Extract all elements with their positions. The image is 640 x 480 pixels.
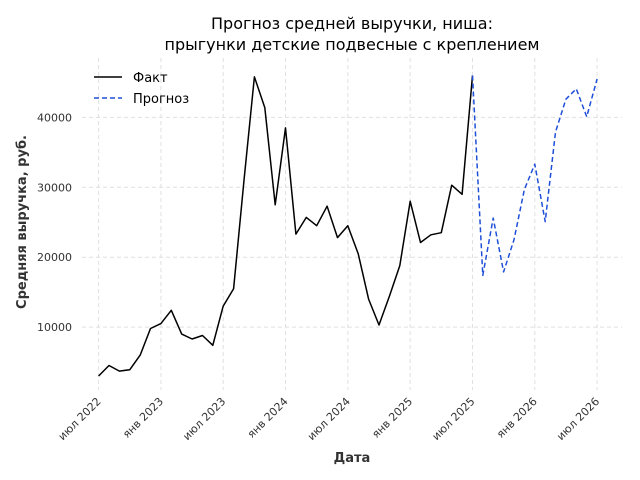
series-lines [98, 75, 598, 377]
chart-title-line-2: прыгунки детские подвесные с креплением [164, 35, 539, 54]
y-tick-label: 30000 [37, 181, 72, 194]
y-tick-label: 40000 [37, 111, 72, 124]
series-line-forecast [471, 75, 598, 277]
x-tick-label: янв 2026 [494, 395, 540, 441]
x-axis-label: Дата [334, 451, 371, 466]
x-tick-label: июл 2023 [180, 395, 228, 443]
y-axis-ticks: 10000 20000 30000 40000 [37, 111, 72, 334]
x-tick-label: янв 2025 [369, 395, 415, 441]
y-tick-label: 10000 [37, 321, 72, 334]
series-line-fact [98, 75, 474, 377]
x-tick-label: июл 2025 [430, 395, 478, 443]
x-tick-label: июл 2026 [554, 395, 602, 443]
x-tick-label: янв 2023 [120, 395, 166, 441]
x-tick-label: янв 2024 [245, 395, 291, 441]
legend: Факт Прогноз [94, 71, 189, 107]
x-tick-label: июл 2024 [305, 395, 353, 443]
legend-label-forecast: Прогноз [133, 92, 189, 107]
chart-title-line-1: Прогноз средней выручки, ниша: [211, 14, 493, 33]
y-axis-label: Средняя выручка, руб. [15, 135, 30, 309]
x-tick-label: июл 2022 [56, 395, 104, 443]
legend-label-fact: Факт [133, 71, 168, 86]
x-axis-ticks: июл 2022 янв 2023 июл 2023 янв 2024 июл 2024… [56, 395, 603, 443]
y-tick-label: 20000 [37, 251, 72, 264]
grid [82, 58, 622, 390]
